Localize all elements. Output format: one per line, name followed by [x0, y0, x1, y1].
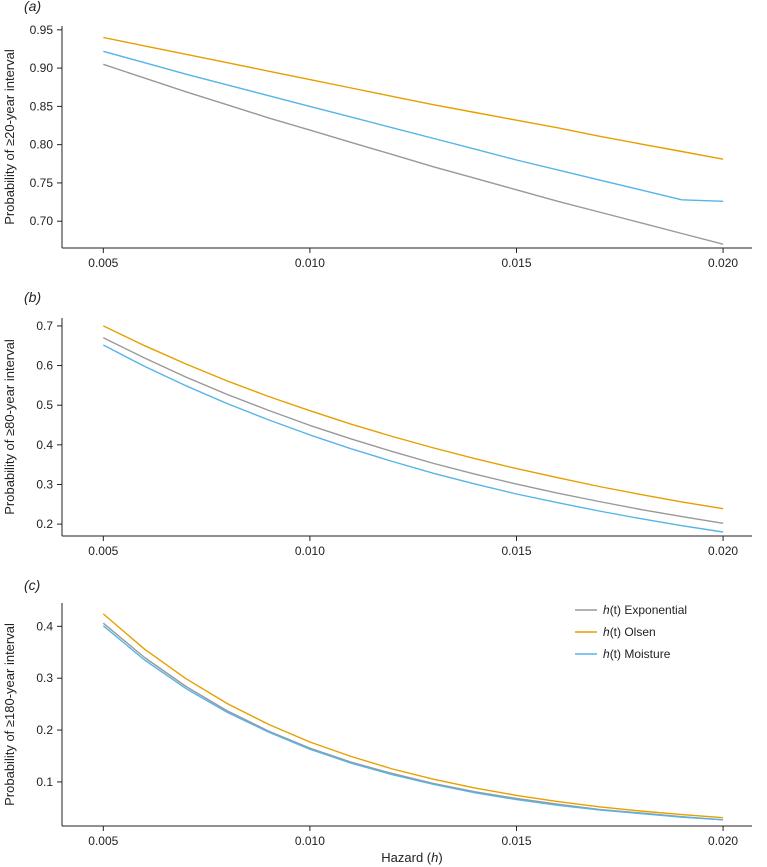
- y-axis-label: Probability of ≥180-year interval: [2, 623, 17, 806]
- x-tick-label: 0.015: [501, 256, 531, 270]
- y-tick-label: 0.80: [30, 138, 54, 152]
- series-line-olsen: [103, 36, 724, 160]
- legend-label: h(t) Olsen: [603, 625, 656, 639]
- y-tick-label: 0.2: [36, 723, 53, 737]
- legend-label: h(t) Exponential: [603, 603, 687, 617]
- x-tick-label: 0.020: [708, 834, 738, 848]
- y-tick-label: 0.90: [30, 61, 54, 75]
- x-tick-label: 0.020: [708, 544, 738, 558]
- x-axis-label: Hazard (h): [381, 850, 442, 865]
- x-tick-label: 0.015: [501, 544, 531, 558]
- y-tick-label: 0.95: [30, 23, 54, 37]
- series-line-olsen: [102, 613, 724, 819]
- series-line-olsen: [102, 325, 724, 510]
- x-tick-label: 0.005: [88, 544, 118, 558]
- panel-b: 0.005 0.010 0.015 0.020 0.2 0.3 0.4 0.5 0.6 0.7 Pr…: [2, 289, 752, 558]
- y-tick-label: 0.1: [36, 775, 53, 789]
- y-tick-label: 0.85: [30, 99, 54, 113]
- series-line-exponential: [102, 337, 724, 524]
- x-tick-label: 0.015: [501, 834, 531, 848]
- y-tick-label: 0.75: [30, 176, 54, 190]
- x-tick-label: 0.010: [295, 256, 325, 270]
- panel-c: 0.005 0.010 0.015 0.020 0.1 0.2 0.3 0.4 Probabil…: [2, 577, 752, 848]
- panel-label: (b): [24, 289, 41, 305]
- y-tick-label: 0.70: [30, 214, 54, 228]
- y-tick-label: 0.3: [36, 671, 53, 685]
- series-line-moisture: [103, 50, 724, 202]
- y-tick-label: 0.4: [36, 438, 53, 452]
- series-line-exponential: [103, 63, 724, 245]
- panel-label: (a): [24, 0, 41, 14]
- x-tick-label: 0.005: [88, 834, 118, 848]
- x-tick-label: 0.010: [295, 834, 325, 848]
- legend-item-exponential: h(t) Exponential: [575, 603, 687, 617]
- y-tick-label: 0.3: [36, 477, 53, 491]
- panels: 0.005 0.010 0.015 0.020 0.70 0.75 0.80 0.85 0.90…: [2, 0, 752, 848]
- x-tick-label: 0.010: [295, 544, 325, 558]
- legend: h(t) Exponential h(t) Olsen h(t) Moisture: [575, 603, 687, 661]
- y-tick-label: 0.2: [36, 517, 53, 531]
- panel-a: 0.005 0.010 0.015 0.020 0.70 0.75 0.80 0.85 0.90…: [2, 0, 752, 270]
- legend-label: h(t) Moisture: [603, 647, 671, 661]
- series-line-moisture: [102, 344, 724, 533]
- y-axis-label: Probability of ≥80-year interval: [2, 339, 17, 515]
- legend-item-olsen: h(t) Olsen: [575, 625, 656, 639]
- y-tick-label: 0.7: [36, 319, 53, 333]
- panel-label: (c): [24, 577, 40, 593]
- y-tick-label: 0.6: [36, 359, 53, 373]
- series-line-moisture: [102, 625, 724, 821]
- y-axis-label: Probability of ≥20-year interval: [2, 49, 17, 225]
- x-tick-label: 0.020: [708, 256, 738, 270]
- y-tick-label: 0.5: [36, 398, 53, 412]
- y-tick-label: 0.4: [36, 619, 53, 633]
- legend-item-moisture: h(t) Moisture: [575, 647, 671, 661]
- x-tick-label: 0.005: [88, 256, 118, 270]
